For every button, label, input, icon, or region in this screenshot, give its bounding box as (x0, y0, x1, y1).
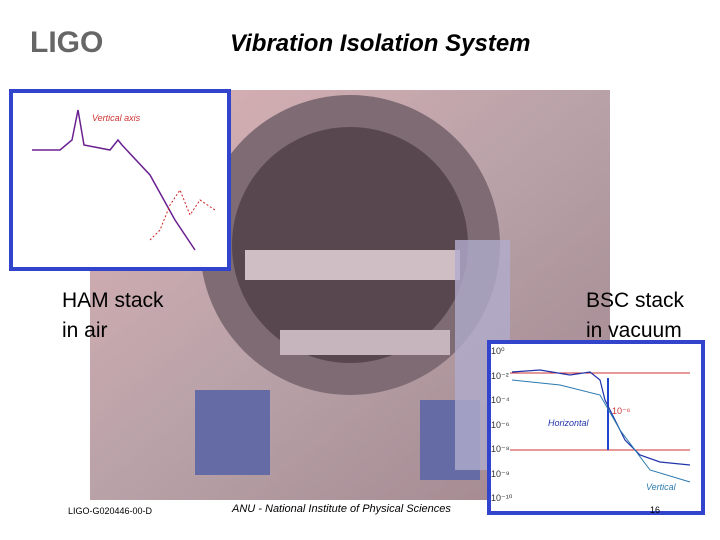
inset-left-curve (32, 109, 196, 251)
chamber-opening (232, 127, 468, 363)
inset-right-curve-vertical (511, 379, 691, 483)
institution: ANU - National Institute of Physical Sci… (232, 503, 451, 515)
stack-base (280, 330, 450, 355)
inset-annotation: Vertical (646, 482, 676, 492)
inset-annotation: Vertical axis (92, 113, 141, 123)
title: Vibration Isolation System (230, 30, 531, 57)
label-line: in vacuum (586, 319, 682, 342)
inset-left-frame (9, 89, 231, 271)
y-tick-label: 10⁰ (491, 346, 505, 356)
logo: LIGO (30, 26, 104, 59)
label-line: in air (62, 319, 108, 342)
label-line: BSC stack (586, 289, 685, 312)
y-tick-label: 10⁻⁶ (491, 419, 510, 430)
inset-callout: 10⁻⁶ (612, 406, 631, 416)
page-number: 16 (650, 505, 661, 515)
inset-annotation: Horizontal (548, 418, 589, 428)
label-bsc: BSC stack in vacuum (586, 286, 684, 346)
y-tick-label: 10⁻⁸ (491, 444, 510, 454)
y-tick-label: 10⁻² (491, 370, 509, 381)
inset-left-measured (149, 188, 216, 241)
y-tick-label: 10⁻⁴ (491, 395, 510, 405)
label-line: HAM stack (62, 289, 164, 312)
support-blue (195, 390, 270, 475)
inset-right-curve (511, 369, 691, 466)
stack-platform (245, 250, 460, 280)
y-tick-label: 10⁻¹⁰ (491, 493, 513, 503)
label-ham: HAM stack in air (62, 286, 164, 346)
y-tick-label: 10⁻⁹ (491, 468, 510, 479)
doc-id: LIGO-G020446-00-D (68, 506, 153, 516)
